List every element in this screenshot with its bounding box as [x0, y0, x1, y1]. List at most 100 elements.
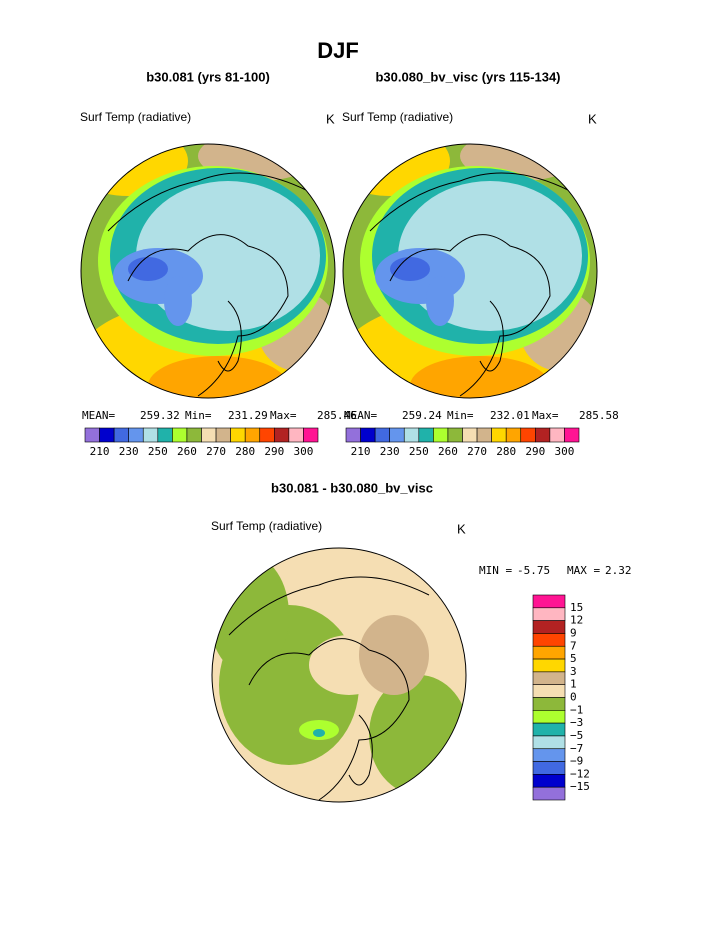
map-region [148, 356, 288, 398]
colorbar-label: −1 [570, 703, 583, 716]
stat: Max= [270, 409, 297, 422]
colorbar-label: 210 [90, 445, 110, 458]
colorbar-label: 12 [570, 614, 583, 627]
colorbar-box [142, 427, 159, 443]
map [343, 144, 597, 398]
colorbar-label: 230 [380, 445, 400, 458]
colorbar-label: −7 [570, 742, 583, 755]
colorbar-label: 7 [570, 639, 577, 652]
colorbar-box [564, 427, 580, 443]
coastline [369, 172, 571, 397]
colorbar-box [520, 427, 536, 443]
colorbar-box [113, 427, 129, 443]
variable: Surf Temp (radiative) [342, 110, 453, 124]
colorbar-label: 210 [351, 445, 371, 458]
map-region [128, 257, 168, 281]
colorbar-label: 15 [570, 601, 583, 614]
colorbar-box [505, 427, 522, 443]
colorbar-box [532, 786, 566, 801]
colorbar-label: −15 [570, 780, 590, 793]
colorbar-box [532, 671, 566, 685]
map-border [342, 143, 598, 399]
colorbar-label: 300 [294, 445, 314, 458]
colorbar-box [447, 427, 463, 443]
colorbar-box [532, 658, 566, 673]
colorbar-box [84, 427, 100, 443]
colorbar-label: 9 [570, 626, 577, 639]
colorbar-label: 280 [496, 445, 516, 458]
stat: 2.32 [605, 564, 632, 577]
colorbar-box [532, 684, 566, 698]
colorbar-label: 250 [148, 445, 168, 458]
colorbar-label: 250 [409, 445, 429, 458]
colorbar-label: 300 [555, 445, 575, 458]
colorbar-label: 5 [570, 652, 577, 665]
units: K [457, 521, 466, 536]
page-title: DJF [317, 38, 359, 63]
coastline [107, 172, 309, 397]
map [81, 144, 335, 398]
map-region [164, 276, 192, 326]
colorbar-box [403, 427, 420, 443]
colorbar-label: 0 [570, 691, 577, 704]
colorbar-label: −9 [570, 755, 583, 768]
colorbar-box [532, 761, 566, 775]
colorbar-box [157, 427, 173, 443]
map-border [211, 547, 467, 803]
map-region [410, 356, 550, 398]
coastline [228, 576, 430, 801]
colorbar-box [345, 427, 361, 443]
colorbar-box [274, 427, 290, 443]
stat: MAX = [567, 564, 600, 577]
colorbar-box [230, 427, 246, 443]
stat: MEAN= [82, 409, 115, 422]
colorbar-box [532, 748, 566, 762]
colorbar-box [360, 427, 376, 443]
colorbar-box [532, 710, 566, 724]
map-region [212, 555, 289, 675]
colorbar-label: 1 [570, 678, 577, 691]
colorbar-label: −5 [570, 729, 583, 742]
stat: 259.24 [402, 409, 442, 422]
colorbar-box [433, 427, 449, 443]
colorbar-box [532, 697, 566, 711]
colorbar-box [374, 427, 390, 443]
colorbar-label: 290 [525, 445, 545, 458]
stat: MIN = [479, 564, 512, 577]
colorbar-label: 270 [467, 445, 487, 458]
stat: 285.58 [579, 409, 619, 422]
units: K [588, 111, 597, 126]
colorbar-box [532, 645, 566, 660]
colorbar-box [532, 633, 566, 647]
stat: 285.46 [317, 409, 357, 422]
colorbar-label: 230 [119, 445, 139, 458]
map-region [390, 257, 430, 281]
colorbar-box [532, 722, 566, 737]
stat: Min= [185, 409, 212, 422]
colorbar-box [172, 427, 188, 443]
map-region [426, 276, 454, 326]
colorbar-label: 280 [235, 445, 255, 458]
colorbar-box [99, 427, 115, 443]
colorbar-label: 290 [264, 445, 284, 458]
stat: Max= [532, 409, 559, 422]
colorbar-box [462, 427, 478, 443]
colorbar-box [201, 427, 217, 443]
colorbar-label: 260 [438, 445, 458, 458]
colorbar-box [535, 427, 551, 443]
colorbar-label: −12 [570, 767, 590, 780]
difference-title: b30.081 - b30.080_bv_visc [271, 480, 433, 495]
colorbar-box [259, 427, 275, 443]
colorbar-box [476, 427, 492, 443]
colorbar-label: 270 [206, 445, 226, 458]
stat: -5.75 [517, 564, 550, 577]
map-region [359, 615, 429, 695]
colorbar-box [389, 427, 405, 443]
colorbar-box [532, 735, 566, 750]
stat: 232.01 [490, 409, 530, 422]
colorbar-box [303, 427, 319, 443]
panel-title: b30.081 (yrs 81-100) [146, 69, 270, 84]
stat: MEAN= [344, 409, 377, 422]
colorbar-box [549, 427, 565, 443]
variable: Surf Temp (radiative) [211, 519, 322, 533]
